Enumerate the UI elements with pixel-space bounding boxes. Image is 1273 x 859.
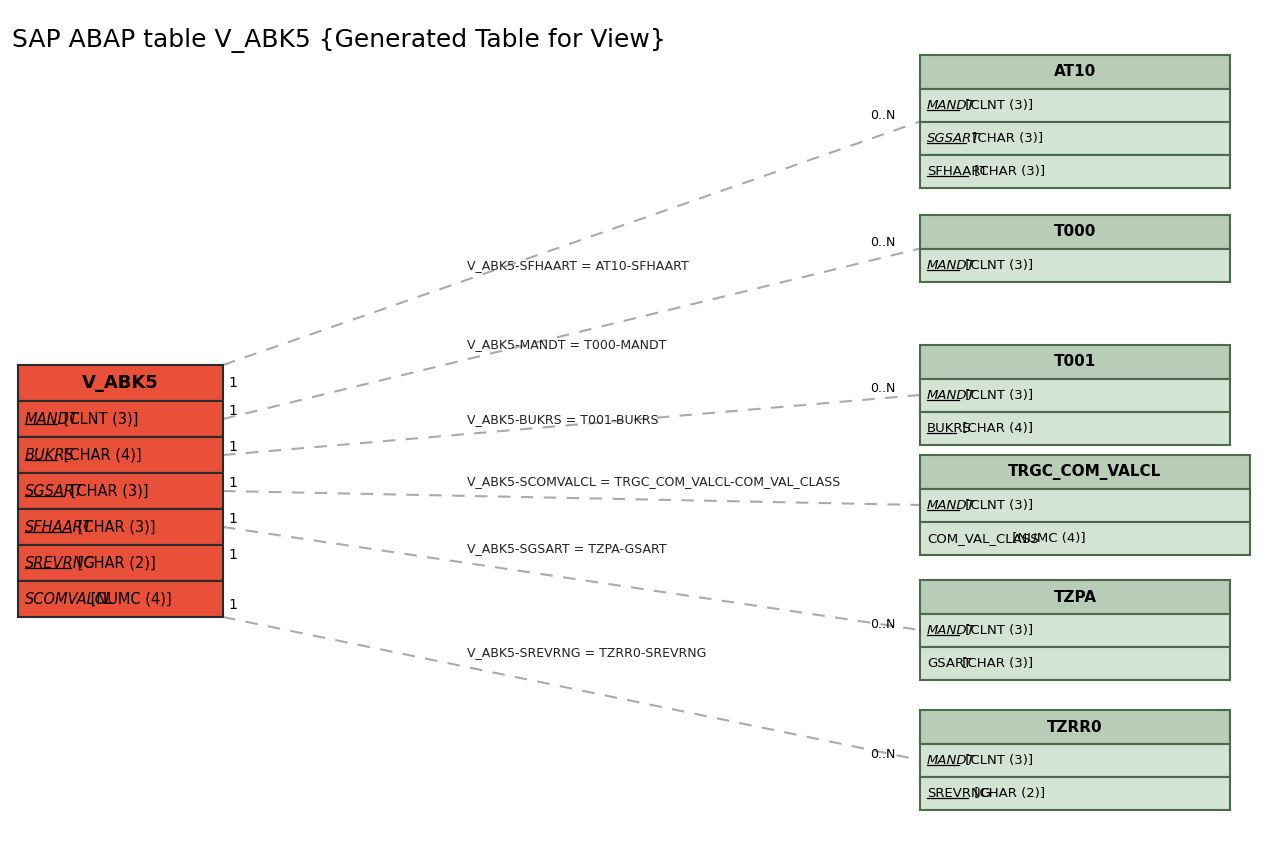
Bar — [920, 155, 1230, 188]
Text: 1: 1 — [228, 440, 237, 454]
Bar — [920, 489, 1250, 522]
Bar — [920, 122, 1230, 155]
Text: [CHAR (2)]: [CHAR (2)] — [970, 787, 1045, 800]
Text: V_ABK5: V_ABK5 — [83, 374, 159, 392]
Text: V_ABK5-SREVRNG = TZRR0-SREVRNG: V_ABK5-SREVRNG = TZRR0-SREVRNG — [467, 646, 707, 659]
Bar — [18, 545, 223, 581]
Text: [CLNT (3)]: [CLNT (3)] — [961, 99, 1034, 112]
Bar — [920, 614, 1230, 647]
Bar — [920, 744, 1230, 777]
Text: [NUMC (4)]: [NUMC (4)] — [1008, 532, 1085, 545]
Text: SAP ABAP table V_ABK5 {Generated Table for View}: SAP ABAP table V_ABK5 {Generated Table f… — [11, 28, 666, 53]
Text: BUKRS: BUKRS — [927, 422, 971, 435]
Bar — [920, 55, 1230, 89]
Bar — [18, 401, 223, 437]
Text: V_ABK5-MANDT = T000-MANDT: V_ABK5-MANDT = T000-MANDT — [467, 338, 666, 351]
Text: 0..N: 0..N — [869, 382, 895, 395]
Text: [CLNT (3)]: [CLNT (3)] — [961, 259, 1034, 272]
Text: [CHAR (3)]: [CHAR (3)] — [959, 657, 1034, 670]
Text: 1: 1 — [228, 512, 237, 526]
Text: SREVRNG: SREVRNG — [927, 787, 990, 800]
Bar — [920, 379, 1230, 412]
Text: T000: T000 — [1054, 224, 1096, 240]
Bar — [18, 437, 223, 473]
Text: [CHAR (4)]: [CHAR (4)] — [959, 422, 1032, 435]
Text: V_ABK5-SGSART = TZPA-GSART: V_ABK5-SGSART = TZPA-GSART — [467, 542, 667, 555]
Bar — [18, 365, 223, 401]
Bar — [920, 647, 1230, 680]
Text: SGSART: SGSART — [927, 132, 980, 145]
Bar — [18, 509, 223, 545]
Text: 1: 1 — [228, 376, 237, 390]
Text: AT10: AT10 — [1054, 64, 1096, 80]
Text: [CLNT (3)]: [CLNT (3)] — [59, 411, 139, 427]
Text: TZRR0: TZRR0 — [1048, 720, 1102, 734]
Text: SGSART: SGSART — [25, 484, 84, 498]
Text: MANDT: MANDT — [927, 99, 975, 112]
Bar — [920, 412, 1230, 445]
Text: 0..N: 0..N — [869, 236, 895, 249]
Text: MANDT: MANDT — [25, 411, 79, 427]
Text: V_ABK5-SCOMVALCL = TRGC_COM_VALCL-COM_VAL_CLASS: V_ABK5-SCOMVALCL = TRGC_COM_VALCL-COM_VA… — [467, 475, 840, 488]
Text: [CLNT (3)]: [CLNT (3)] — [961, 389, 1034, 402]
Text: 0..N: 0..N — [869, 618, 895, 631]
Text: 0..N: 0..N — [869, 109, 895, 122]
Text: COM_VAL_CLASS: COM_VAL_CLASS — [927, 532, 1039, 545]
Text: [CLNT (3)]: [CLNT (3)] — [961, 754, 1034, 767]
Text: MANDT: MANDT — [927, 499, 975, 512]
Text: MANDT: MANDT — [927, 754, 975, 767]
Bar — [920, 580, 1230, 614]
Bar — [920, 89, 1230, 122]
Text: TRGC_COM_VALCL: TRGC_COM_VALCL — [1008, 464, 1162, 480]
Bar — [18, 473, 223, 509]
Text: BUKRS: BUKRS — [25, 448, 75, 462]
Text: SREVRNG: SREVRNG — [25, 556, 97, 570]
Text: [CHAR (2)]: [CHAR (2)] — [73, 556, 155, 570]
Text: [CLNT (3)]: [CLNT (3)] — [961, 499, 1034, 512]
Text: [CHAR (3)]: [CHAR (3)] — [967, 132, 1043, 145]
Text: V_ABK5-BUKRS = T001-BUKRS: V_ABK5-BUKRS = T001-BUKRS — [467, 413, 658, 426]
Bar — [920, 710, 1230, 744]
Text: 1: 1 — [228, 598, 237, 612]
Text: V_ABK5-SFHAART = AT10-SFHAART: V_ABK5-SFHAART = AT10-SFHAART — [467, 259, 689, 271]
Text: MANDT: MANDT — [927, 389, 975, 402]
Text: 0..N: 0..N — [869, 747, 895, 760]
Text: SFHAART: SFHAART — [25, 520, 93, 534]
Bar — [920, 522, 1250, 555]
Text: 1: 1 — [228, 548, 237, 562]
Bar — [920, 249, 1230, 282]
Text: [CHAR (3)]: [CHAR (3)] — [66, 484, 148, 498]
Text: SFHAART: SFHAART — [927, 165, 988, 178]
Bar — [920, 345, 1230, 379]
Text: SCOMVALCL: SCOMVALCL — [25, 592, 115, 606]
Text: 1: 1 — [228, 404, 237, 418]
Text: TZPA: TZPA — [1054, 589, 1096, 605]
Bar — [920, 215, 1230, 249]
Bar — [920, 777, 1230, 810]
Text: [CHAR (4)]: [CHAR (4)] — [59, 448, 141, 462]
Text: [CHAR (3)]: [CHAR (3)] — [970, 165, 1045, 178]
Bar — [18, 581, 223, 617]
Text: MANDT: MANDT — [927, 624, 975, 637]
Text: [NUMC (4)]: [NUMC (4)] — [87, 592, 172, 606]
Text: MANDT: MANDT — [927, 259, 975, 272]
Bar — [920, 455, 1250, 489]
Text: [CHAR (3)]: [CHAR (3)] — [73, 520, 155, 534]
Text: [CLNT (3)]: [CLNT (3)] — [961, 624, 1034, 637]
Text: T001: T001 — [1054, 355, 1096, 369]
Text: 1: 1 — [228, 476, 237, 490]
Text: GSART: GSART — [927, 657, 971, 670]
